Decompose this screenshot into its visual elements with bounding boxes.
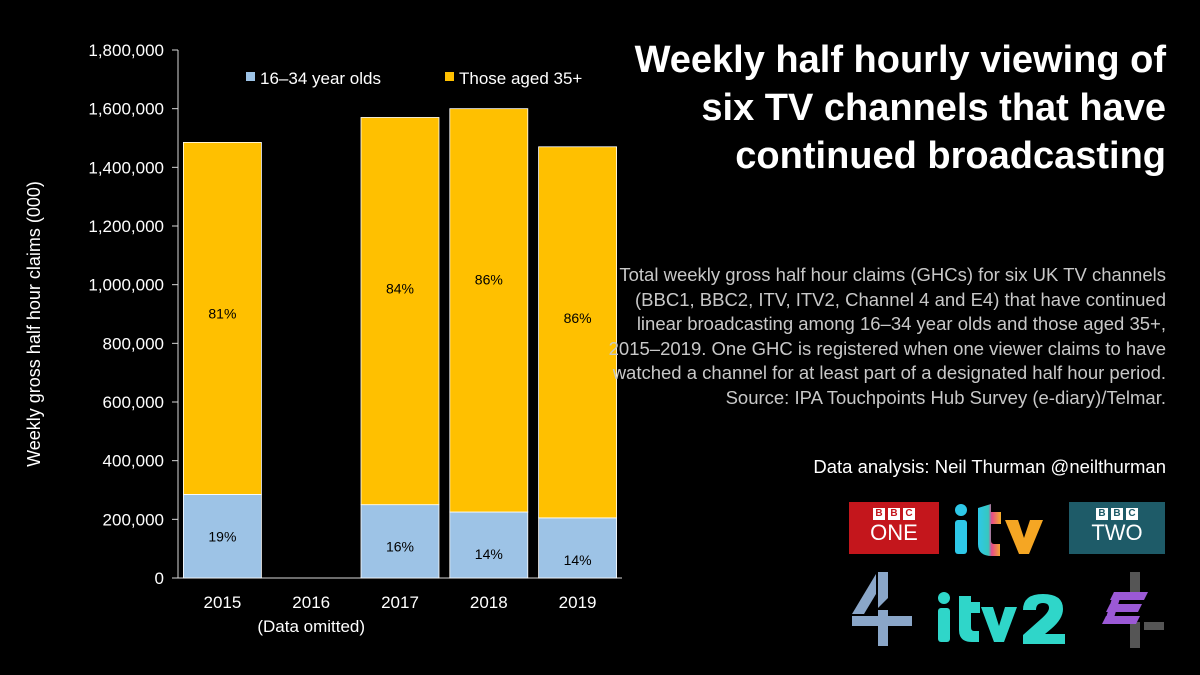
bbc-letter-b2: B (888, 508, 900, 520)
y-tick-label: 600,000 (103, 393, 164, 412)
y-tick-label: 0 (155, 569, 164, 588)
chart-description: Total weekly gross half hour claims (GHC… (608, 264, 1166, 408)
y-tick-label: 200,000 (103, 510, 164, 529)
data-label: 16% (386, 539, 414, 555)
bar-segment (538, 146, 617, 519)
data-label: 81% (208, 305, 236, 321)
legend-label: 16–34 year olds (260, 69, 381, 88)
y-tick-label: 1,400,000 (88, 158, 164, 177)
bar-segment (182, 141, 262, 495)
legend-swatch (246, 72, 255, 81)
x-tick-label: 2016 (292, 593, 330, 612)
data-label: 14% (564, 552, 592, 568)
bbc-letter-b1: B (1096, 508, 1108, 520)
x-tick-label: 2015 (203, 593, 241, 612)
y-tick-label: 1,600,000 (88, 100, 164, 119)
bbc-one-logo: B B C ONE (849, 502, 939, 554)
e4-logo (1102, 572, 1164, 648)
bbc-letter-c: C (903, 508, 915, 520)
bbc-letter-c: C (1126, 508, 1138, 520)
bbc-one-label: ONE (870, 520, 918, 545)
bar-segment (182, 493, 262, 579)
bar-segment (449, 511, 529, 579)
y-tick-label: 1,800,000 (88, 41, 164, 60)
data-label: 86% (564, 310, 592, 326)
data-label: 19% (208, 528, 236, 544)
stacked-bar-chart: 0 200,000 400,000 600,000 800,000 1,000,000 1,… (24, 41, 622, 636)
y-tick-label: 800,000 (103, 334, 164, 353)
bbc-letter-b2: B (1111, 508, 1123, 520)
data-credit: Data analysis: Neil Thurman @neilthurman (813, 456, 1166, 477)
bbc-two-logo: B B C TWO (1069, 502, 1165, 554)
bbc-two-label: TWO (1091, 520, 1143, 545)
itv-logo (955, 504, 1043, 556)
legend-swatch (445, 72, 454, 81)
y-tick-label: 1,200,000 (88, 217, 164, 236)
bar-segment (360, 117, 440, 506)
data-label: 84% (386, 280, 414, 296)
x-tick-label: 2018 (470, 593, 508, 612)
page-title: Weekly half hourly viewing of six TV cha… (634, 39, 1166, 177)
y-tick-label: 400,000 (103, 452, 164, 471)
data-label: 14% (475, 546, 503, 562)
y-tick-label: 1,000,000 (88, 276, 164, 295)
data-label: 86% (475, 272, 503, 288)
x-tick-label: 2019 (559, 593, 597, 612)
bbc-letter-b1: B (873, 508, 885, 520)
channel4-logo (852, 572, 912, 646)
x-tick-note: (Data omitted) (257, 617, 365, 636)
x-tick-label: 2017 (381, 593, 419, 612)
bar-segment (449, 108, 529, 513)
bar-segment (538, 517, 617, 579)
legend-label: Those aged 35+ (459, 69, 582, 88)
itv2-logo (938, 592, 1065, 644)
y-axis-label: Weekly gross half hour claims (000) (24, 181, 44, 467)
